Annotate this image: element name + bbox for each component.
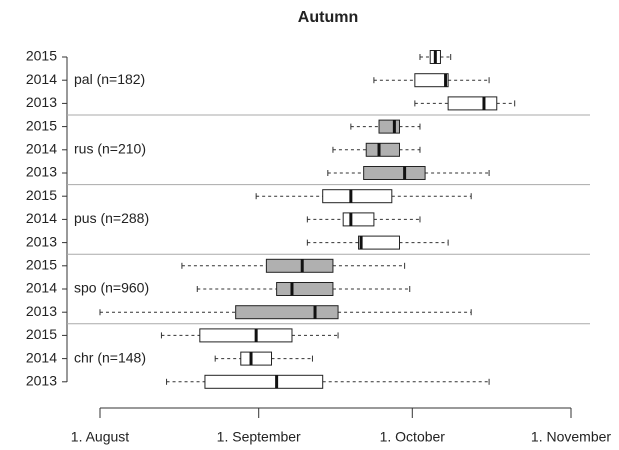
group-label: pal (n=182) — [74, 71, 145, 87]
y-tick-label: 2014 — [26, 71, 57, 87]
y-tick-label: 2014 — [26, 349, 57, 365]
box — [414, 73, 449, 88]
group-label: pus (n=288) — [74, 210, 149, 226]
y-tick-label: 2014 — [26, 280, 57, 296]
y-tick-label: 2013 — [26, 164, 57, 180]
x-tick-label: 1. November — [531, 429, 611, 445]
box — [276, 282, 334, 296]
y-tick-label: 2015 — [26, 48, 57, 64]
box — [322, 189, 393, 204]
box — [265, 258, 334, 273]
box — [342, 212, 375, 227]
box — [235, 305, 339, 320]
x-tick-label: 1. August — [71, 429, 129, 445]
box — [447, 96, 498, 111]
chart-title: Autumn — [298, 9, 358, 26]
x-tick-label: 1. September — [217, 429, 301, 445]
box — [204, 374, 324, 389]
y-tick-label: 2013 — [26, 233, 57, 249]
group-label: chr (n=148) — [74, 349, 146, 365]
box — [199, 328, 293, 343]
y-tick-label: 2015 — [26, 187, 57, 203]
y-tick-label: 2013 — [26, 303, 57, 319]
y-tick-label: 2014 — [26, 141, 57, 157]
group-label: spo (n=960) — [74, 280, 149, 296]
box — [378, 119, 400, 134]
y-tick-label: 2013 — [26, 94, 57, 110]
box — [365, 142, 400, 157]
box — [240, 351, 273, 366]
y-tick-label: 2015 — [26, 117, 57, 133]
box — [358, 235, 400, 250]
x-tick-label: 1. October — [380, 429, 446, 445]
box — [363, 166, 426, 180]
y-tick-label: 2014 — [26, 210, 57, 226]
group-label: rus (n=210) — [74, 141, 146, 157]
y-tick-label: 2015 — [26, 257, 57, 273]
y-tick-label: 2015 — [26, 326, 57, 342]
y-tick-label: 2013 — [26, 373, 57, 389]
